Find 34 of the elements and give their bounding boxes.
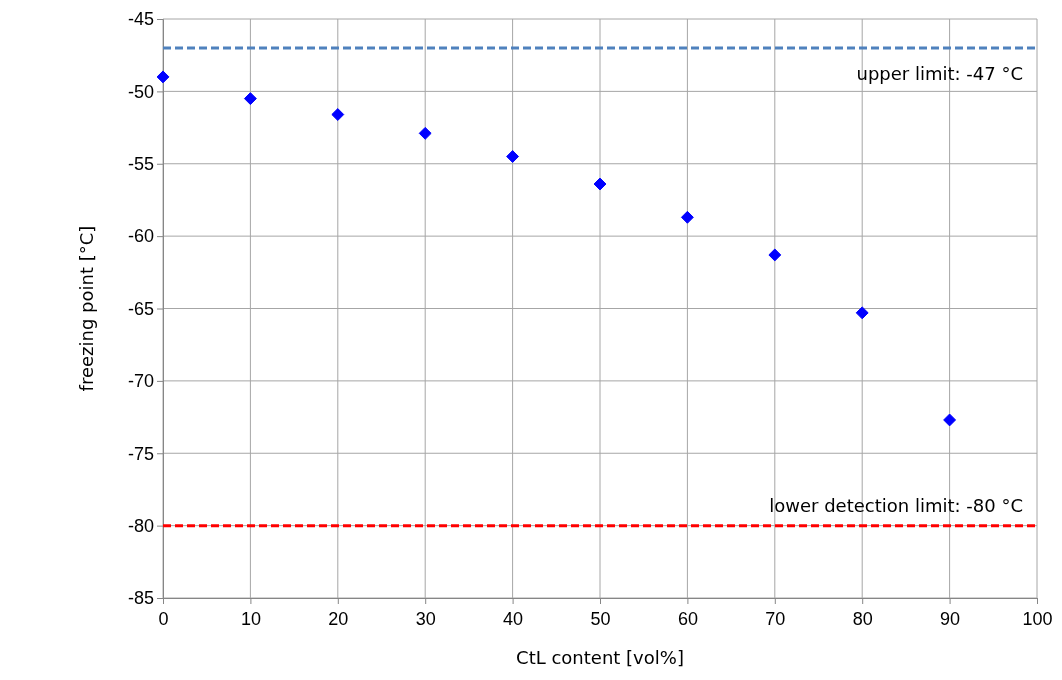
y-tick-label: -55 (127, 154, 154, 175)
y-tick-label: -60 (127, 226, 154, 247)
y-tick-label: -85 (127, 588, 154, 609)
ref-line-label: upper limit: -47 °C (856, 62, 1023, 84)
point (156, 70, 170, 84)
point (680, 210, 694, 224)
x-tick-label: 90 (940, 609, 961, 629)
point (506, 150, 520, 163)
x-tick-label: 40 (503, 609, 524, 629)
point (418, 126, 432, 140)
x-tick-label: 20 (328, 609, 349, 629)
x-tick-label: 10 (240, 609, 261, 629)
point (768, 248, 782, 262)
x-tick-label: 50 (590, 609, 611, 629)
y-tick-label: -45 (127, 9, 154, 30)
y-tick-label: -50 (127, 81, 154, 102)
x-tick-label: 60 (677, 609, 698, 629)
x-tick-label: 80 (852, 609, 873, 629)
y-tick-label: -75 (127, 443, 154, 464)
point (243, 92, 257, 106)
y-axis-title: freezing point [°C] (76, 225, 97, 392)
x-tick-label: 30 (415, 609, 436, 629)
ref-line-label: lower detection limit: -80 °C (769, 494, 1023, 516)
point (943, 413, 957, 427)
x-tick-label: 100 (1022, 609, 1053, 629)
point (331, 108, 345, 121)
x-tick-label: 70 (765, 609, 786, 629)
point (593, 177, 607, 191)
y-tick-label: -70 (127, 371, 154, 392)
point (855, 306, 869, 320)
x-tick-label: 0 (158, 609, 169, 629)
y-tick-label: -80 (127, 515, 154, 536)
y-tick-label: -65 (127, 298, 154, 319)
x-axis-title: CtL content [vol%] (516, 647, 684, 668)
